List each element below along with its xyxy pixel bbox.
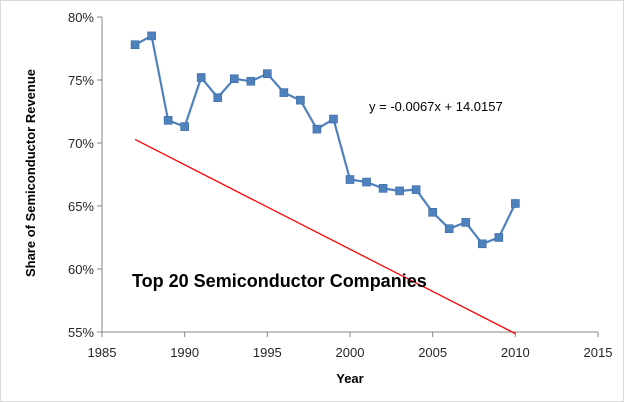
y-tick-label: 60% bbox=[68, 262, 94, 277]
y-tick-label: 65% bbox=[68, 199, 94, 214]
y-tick-label: 70% bbox=[68, 136, 94, 151]
data-point bbox=[411, 185, 421, 194]
series-layer bbox=[130, 31, 520, 249]
data-point bbox=[477, 239, 487, 249]
data-point bbox=[345, 175, 355, 184]
data-point bbox=[329, 114, 338, 124]
x-tick-label: 2000 bbox=[336, 345, 365, 360]
x-tick-label: 2005 bbox=[418, 345, 447, 360]
data-point bbox=[461, 218, 471, 227]
y-tick-label: 80% bbox=[68, 10, 94, 25]
data-point bbox=[378, 184, 388, 193]
y-axis-title: Share of Semiconductor Revenue bbox=[23, 69, 38, 277]
chart-annotation: Top 20 Semiconductor Companies bbox=[132, 271, 427, 291]
x-tick-label: 1990 bbox=[170, 345, 199, 360]
data-point bbox=[296, 95, 305, 105]
data-point bbox=[213, 93, 223, 102]
y-tick-label: 55% bbox=[68, 325, 94, 340]
data-point bbox=[312, 124, 322, 134]
x-tick-label: 2010 bbox=[501, 345, 530, 360]
data-point bbox=[229, 74, 239, 84]
data-point bbox=[395, 186, 404, 196]
data-point bbox=[428, 208, 437, 217]
data-point bbox=[362, 177, 371, 187]
data-point bbox=[130, 40, 140, 50]
x-tick-label: 1985 bbox=[88, 345, 117, 360]
tick-labels: 55% 60% 65% 70% 75% 80% 1985 1990 1995 2000 2005 20… bbox=[68, 10, 612, 360]
series-line bbox=[134, 34, 517, 245]
x-tick-label: 2015 bbox=[584, 345, 613, 360]
data-point bbox=[246, 76, 256, 86]
data-point bbox=[196, 73, 206, 82]
data-point bbox=[163, 116, 173, 125]
trendline bbox=[134, 138, 516, 335]
x-axis-title: Year bbox=[336, 371, 363, 386]
trendline-equation-label: y = -0.0067x + 14.0157 bbox=[369, 99, 503, 114]
data-point bbox=[511, 199, 520, 208]
x-tick-label: 1995 bbox=[253, 345, 282, 360]
y-tick-label: 75% bbox=[68, 73, 94, 88]
data-point bbox=[180, 122, 189, 131]
trendline-layer bbox=[134, 138, 516, 335]
data-point bbox=[263, 69, 272, 78]
data-point bbox=[444, 224, 454, 233]
axes bbox=[97, 16, 599, 337]
data-point bbox=[147, 31, 156, 41]
data-point bbox=[279, 88, 289, 97]
data-point bbox=[494, 233, 504, 242]
